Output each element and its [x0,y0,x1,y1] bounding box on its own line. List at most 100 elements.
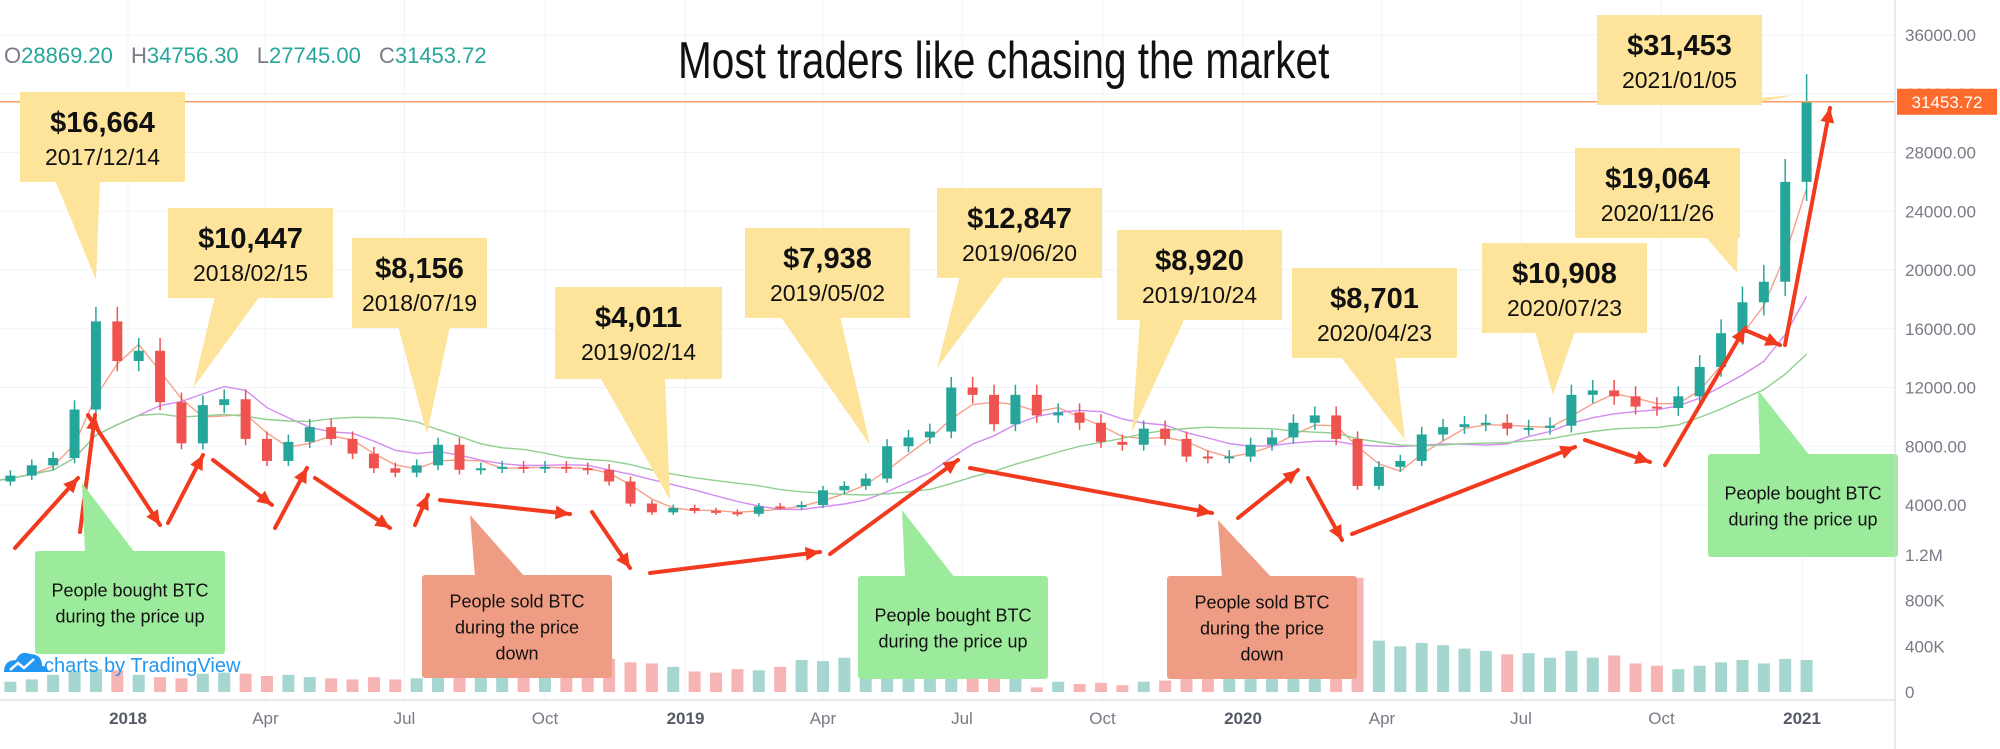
candle-body [582,468,593,471]
candle-body [646,503,657,513]
x-tick-label: 2019 [667,709,705,728]
candle-body [668,507,679,513]
candle-body [1224,456,1235,459]
trend-arrowhead [190,455,203,471]
volume-bar [1715,662,1728,692]
callout-box [20,92,185,182]
volume-bar [4,681,17,692]
trend-arrowhead [804,546,820,561]
candles [5,74,1812,517]
ohlc-low-key: L [257,43,269,68]
tradingview-brand: charts by TradingView [4,652,241,677]
volume-bar [132,674,145,692]
trend-arrowhead [1764,332,1780,346]
volume-bar [1052,681,1065,692]
y-tick-label: 16000.00 [1905,320,1976,339]
callout-pointer [937,276,1005,368]
candle-body [1780,181,1791,282]
volume-bar [1394,646,1407,692]
callout-pointer [1132,318,1185,432]
candle-body [133,350,144,362]
sell-annotation-pointer [1218,520,1272,578]
volume-bar [624,662,637,692]
candle-body [1523,427,1534,430]
buy-annotation-pointer [82,483,135,553]
price-callout: $10,447 2018/02/15 [168,208,333,388]
callout-pointer [55,180,100,280]
candle-body [967,387,978,395]
callout-box [168,208,333,298]
callout-pointer [193,296,260,388]
tradingview-zigzag-icon [9,658,35,671]
buy-annotation-text: during the price up [55,607,204,627]
trend-arrowhead [86,415,101,431]
callout-box [1482,243,1647,333]
candle-body [1630,396,1641,407]
volume-bar [538,674,551,692]
candle-body [1010,394,1021,425]
candle-body [1801,101,1812,182]
candle-body [518,466,529,469]
volume-bar [1479,650,1492,692]
candle-body [5,475,16,482]
trend-arrowhead [616,552,630,568]
candle-body [1587,390,1598,395]
volume-bar [816,661,829,692]
x-tick-label: Apr [1369,709,1396,728]
candle-body [796,505,807,508]
callout-price: $10,447 [198,223,303,255]
ohlc-high: 34756.30 [147,43,239,68]
callout-box [745,228,910,318]
callout-price: $8,701 [1330,283,1419,315]
callout-date: 2018/02/15 [193,260,308,286]
volume-bar [560,673,573,692]
candle-body [197,405,208,444]
candle-body [411,465,422,473]
trend-arrowhead [942,460,958,475]
trend-arrow [438,498,572,516]
volume-bar [325,678,338,692]
volume-bar [1116,685,1129,692]
callout-price: $16,664 [50,107,155,139]
ohlc-close-key: C [379,43,395,68]
trend-arrow [13,476,80,550]
candle-body [90,321,101,410]
volume-bar [282,674,295,692]
last-price-label: 31453.72 [1912,93,1983,112]
buy-annotation-box [1708,454,1898,557]
candle-body [26,465,37,476]
callout-date: 2020/11/26 [1601,200,1714,226]
candle-body [1074,412,1085,423]
candle-body [1117,441,1128,445]
price-callout: $7,938 2019/05/02 [745,228,910,445]
volume-bar [1030,687,1043,692]
price-callout: $31,453 2021/01/05 [1597,15,1795,105]
callout-box [1292,268,1457,358]
y-tick-label: 20000.00 [1905,261,1976,280]
volume-bar [218,672,231,692]
candle-body [711,510,722,513]
volume-bar [175,678,188,692]
trend-arrowhead [146,509,160,525]
trend-arrowhead [1328,524,1342,540]
price-callout: $19,064 2020/11/26 [1575,148,1740,273]
callout-price: $31,453 [1627,30,1732,62]
candle-body [903,437,914,447]
candle-body [176,402,187,444]
candle-body [1502,422,1513,429]
candle-body [1267,437,1278,445]
candle-body [219,399,230,406]
candle-body [454,444,465,470]
price-callout: $8,701 2020/04/23 [1292,268,1457,440]
volume-bar [1137,681,1150,692]
volume-bar [496,676,509,692]
volume-bar [410,678,423,692]
volume-bar [1180,678,1193,692]
volume-tick-label: 800K [1905,592,1945,611]
sell-annotation-text: down [1240,645,1283,665]
candle-body [283,441,294,461]
volume-bar [1201,676,1214,692]
price-callout: $4,011 2019/02/14 [555,287,722,500]
volume-bar [795,660,808,692]
trend-arrow [313,476,392,530]
